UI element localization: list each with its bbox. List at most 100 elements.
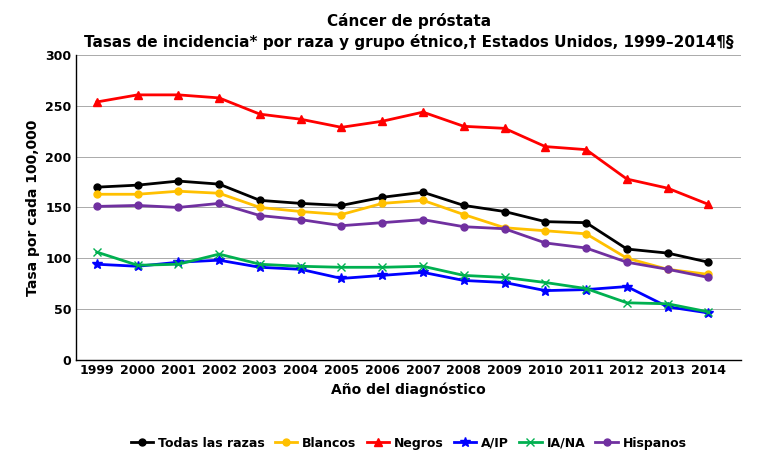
Blancos: [419, 198, 428, 203]
Hispanos: [133, 203, 142, 208]
Blancos: [663, 266, 672, 272]
Hispanos: [255, 213, 264, 219]
IA/NA: [500, 275, 509, 280]
Todas las razas: [623, 246, 632, 252]
Hispanos: [92, 204, 102, 209]
Hispanos: [173, 205, 183, 210]
IA/NA: [215, 251, 224, 257]
Blancos: [255, 205, 264, 210]
Hispanos: [623, 260, 632, 265]
Negros: [500, 125, 509, 131]
Negros: [337, 124, 346, 130]
Hispanos: [296, 217, 306, 222]
IA/NA: [337, 265, 346, 270]
A/IP: [173, 260, 183, 265]
Negros: [215, 95, 224, 100]
Negros: [92, 99, 102, 105]
Blancos: [296, 209, 306, 214]
Hispanos: [541, 240, 550, 246]
IA/NA: [419, 264, 428, 269]
A/IP: [459, 278, 468, 283]
Blancos: [92, 191, 102, 197]
A/IP: [419, 270, 428, 275]
Todas las razas: [133, 183, 142, 188]
Blancos: [173, 189, 183, 194]
Negros: [377, 118, 387, 124]
A/IP: [500, 280, 509, 285]
Todas las razas: [173, 178, 183, 184]
Negros: [255, 112, 264, 117]
A/IP: [623, 284, 632, 290]
Line: Negros: Negros: [92, 91, 713, 208]
Hispanos: [500, 226, 509, 231]
Negros: [704, 201, 713, 207]
Todas las razas: [215, 181, 224, 187]
Hispanos: [419, 217, 428, 222]
Todas las razas: [337, 203, 346, 208]
Negros: [133, 92, 142, 98]
X-axis label: Año del diagnóstico: Año del diagnóstico: [332, 383, 486, 397]
Todas las razas: [419, 189, 428, 195]
Negros: [541, 144, 550, 149]
IA/NA: [255, 261, 264, 267]
Todas las razas: [581, 220, 591, 225]
A/IP: [215, 257, 224, 263]
Todas las razas: [296, 201, 306, 206]
Todas las razas: [704, 260, 713, 265]
Hispanos: [704, 275, 713, 280]
Negros: [581, 147, 591, 153]
Todas las razas: [377, 195, 387, 200]
Todas las razas: [459, 203, 468, 208]
IA/NA: [581, 286, 591, 291]
Hispanos: [215, 201, 224, 206]
A/IP: [541, 288, 550, 293]
Todas las razas: [92, 184, 102, 190]
Hispanos: [377, 220, 387, 225]
IA/NA: [623, 300, 632, 306]
A/IP: [296, 266, 306, 272]
IA/NA: [541, 280, 550, 285]
IA/NA: [296, 264, 306, 269]
IA/NA: [377, 265, 387, 270]
A/IP: [704, 310, 713, 316]
Todas las razas: [500, 209, 509, 214]
Line: Blancos: Blancos: [93, 188, 712, 278]
Line: A/IP: A/IP: [92, 255, 714, 318]
Line: Todas las razas: Todas las razas: [93, 177, 712, 266]
Blancos: [500, 225, 509, 230]
A/IP: [133, 264, 142, 269]
Title: Cáncer de próstata
Tasas de incidencia* por raza y grupo étnico,† Estados Unidos: Cáncer de próstata Tasas de incidencia* …: [84, 13, 733, 50]
Y-axis label: Tasa por cada 100,000: Tasa por cada 100,000: [26, 119, 40, 296]
Blancos: [704, 272, 713, 277]
Blancos: [337, 212, 346, 217]
Hispanos: [663, 266, 672, 272]
Todas las razas: [541, 219, 550, 225]
Blancos: [377, 201, 387, 206]
A/IP: [377, 272, 387, 278]
IA/NA: [663, 301, 672, 307]
Line: Hispanos: Hispanos: [93, 200, 712, 281]
IA/NA: [173, 261, 183, 267]
A/IP: [337, 276, 346, 281]
A/IP: [92, 261, 102, 267]
Todas las razas: [255, 198, 264, 203]
A/IP: [255, 265, 264, 270]
IA/NA: [133, 262, 142, 268]
Hispanos: [581, 245, 591, 251]
Blancos: [581, 231, 591, 236]
Negros: [623, 176, 632, 182]
Hispanos: [459, 224, 468, 230]
Todas las razas: [663, 250, 672, 256]
Negros: [173, 92, 183, 98]
Blancos: [215, 190, 224, 196]
IA/NA: [459, 272, 468, 278]
Line: IA/NA: IA/NA: [92, 248, 713, 316]
Hispanos: [337, 223, 346, 229]
Negros: [419, 109, 428, 115]
Blancos: [133, 191, 142, 197]
Blancos: [541, 228, 550, 234]
IA/NA: [92, 249, 102, 255]
Legend: Todas las razas, Blancos, Negros, A/IP, IA/NA, Hispanos: Todas las razas, Blancos, Negros, A/IP, …: [127, 433, 691, 453]
Blancos: [459, 212, 468, 217]
IA/NA: [704, 309, 713, 315]
